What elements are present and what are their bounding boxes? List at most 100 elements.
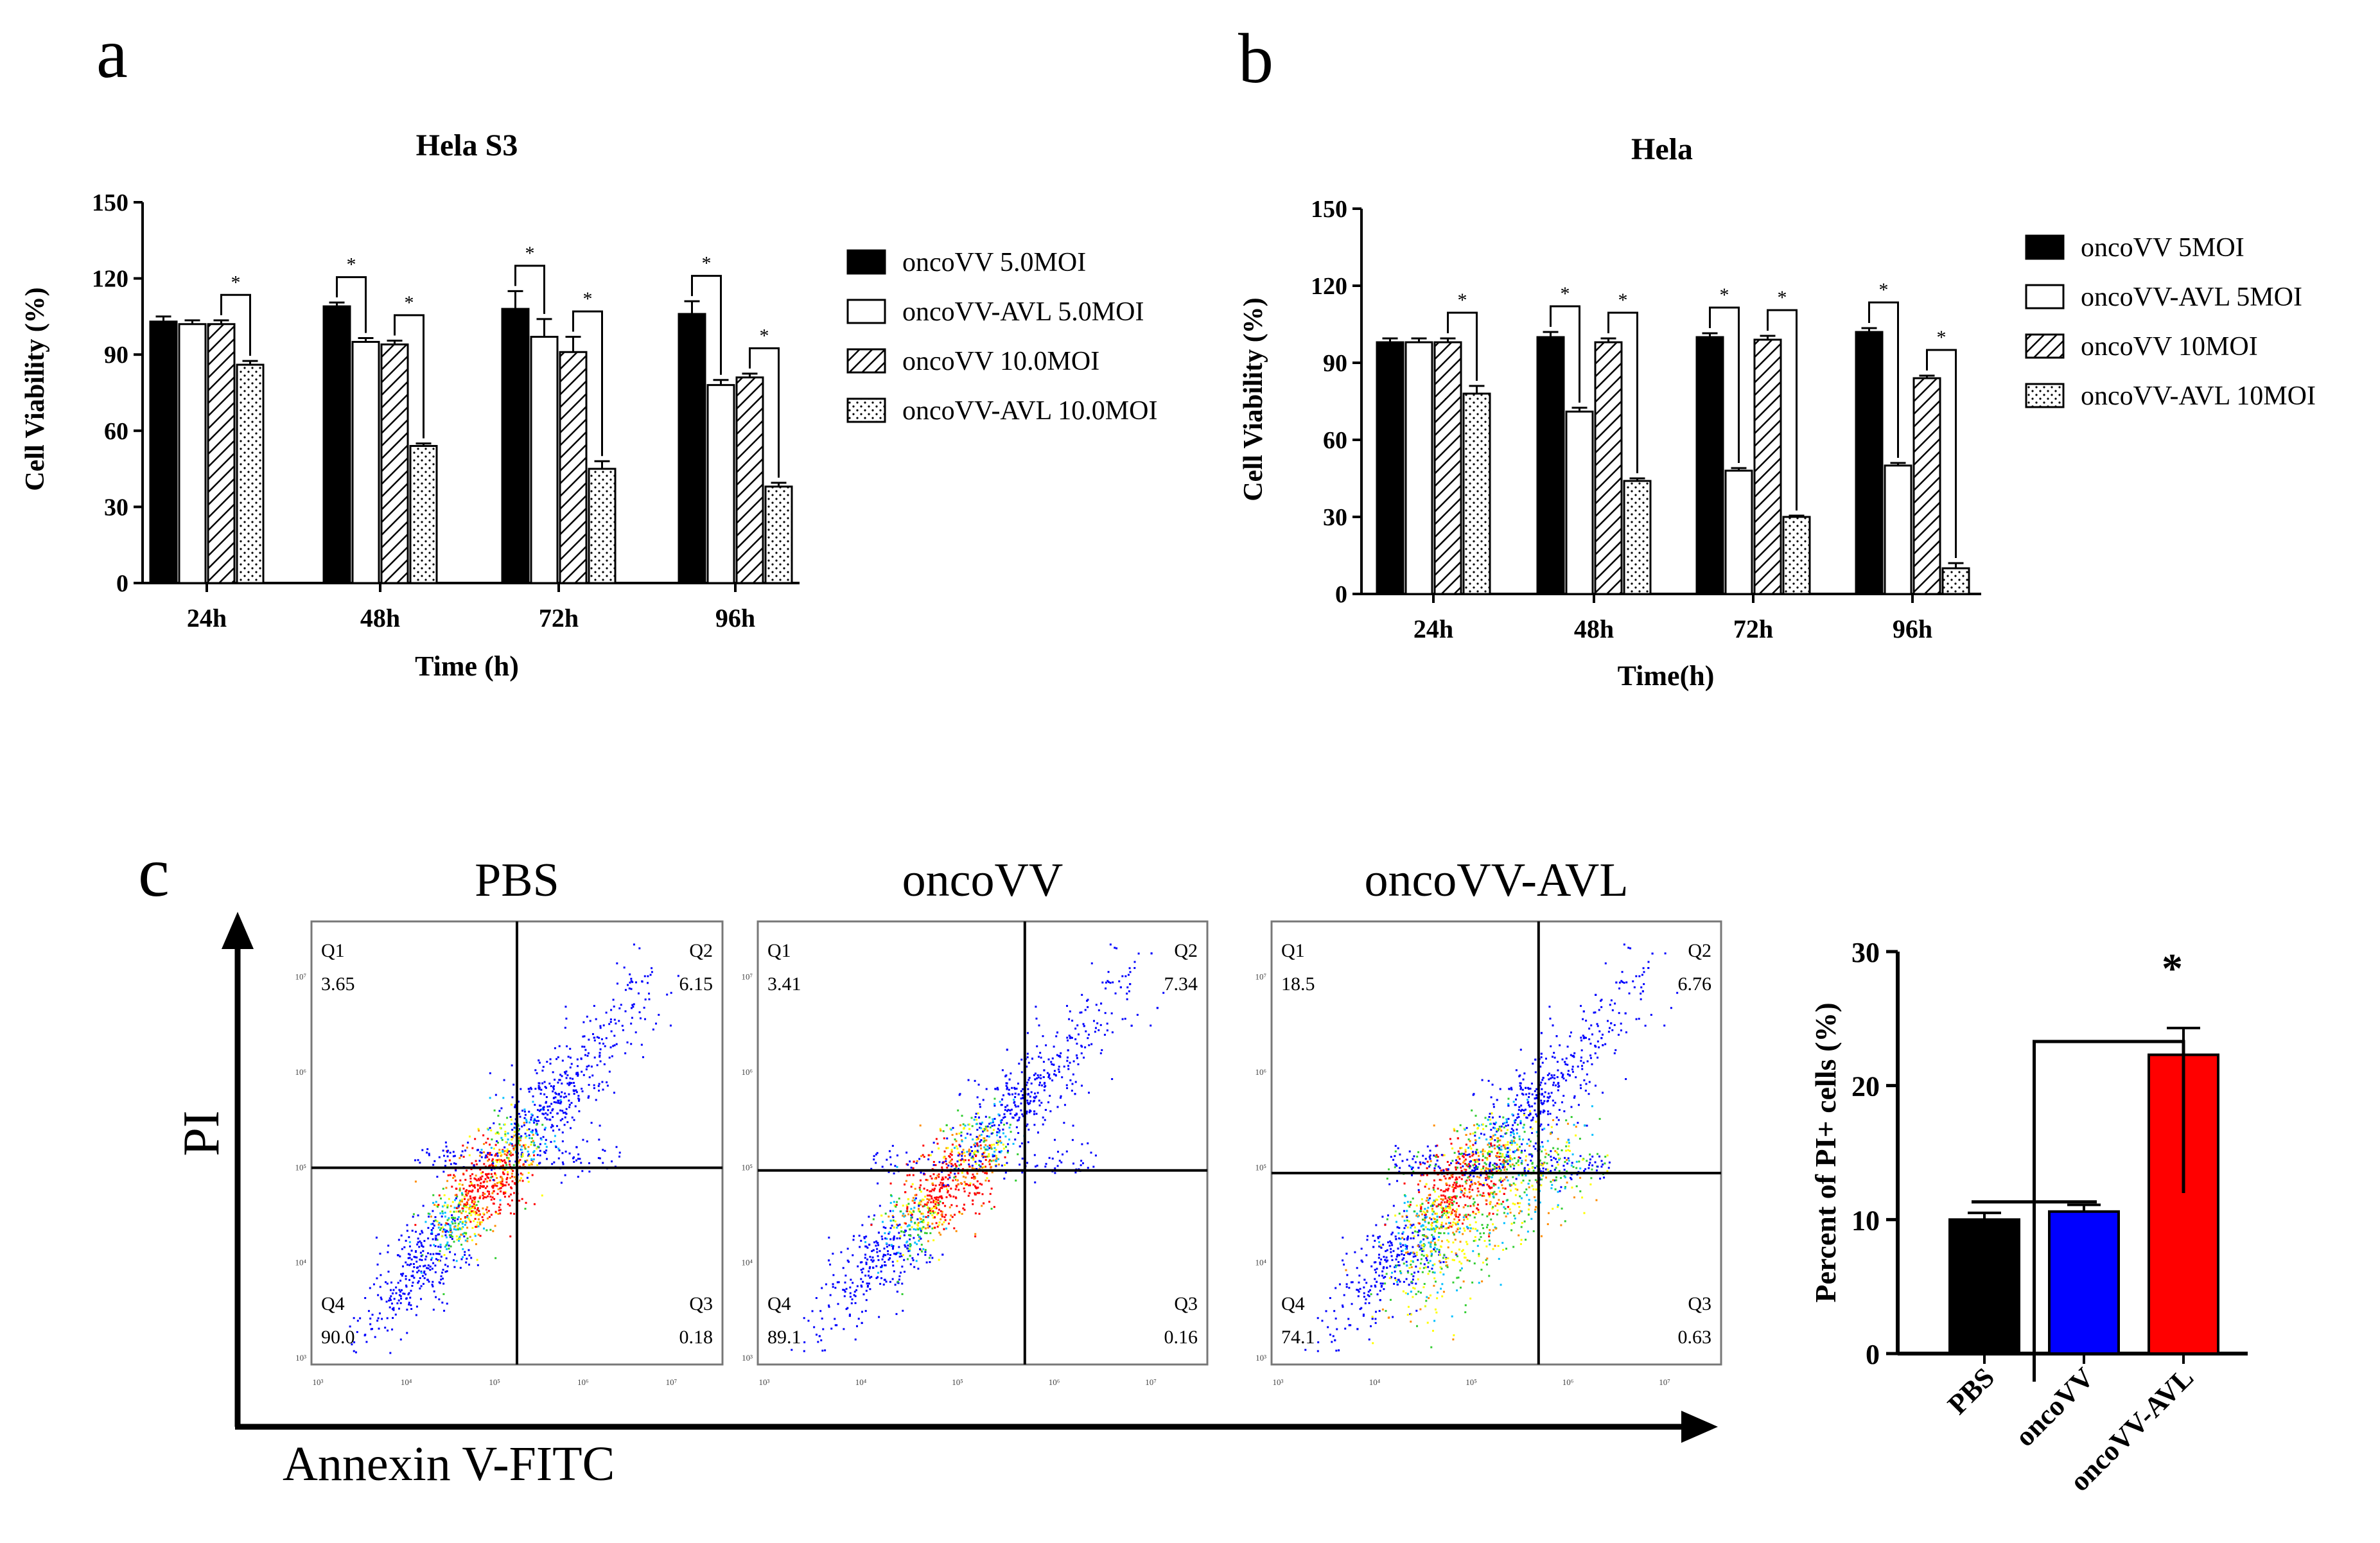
flow-dot <box>998 1151 1001 1153</box>
flow-dot <box>873 1241 876 1244</box>
flow-dot <box>1460 1169 1463 1172</box>
legend-swatch <box>846 249 886 275</box>
flow-dot <box>500 1190 502 1192</box>
flow-dot <box>1335 1349 1338 1352</box>
flow-dot <box>1570 1031 1572 1034</box>
flow-dot <box>983 1129 986 1132</box>
flow-dot <box>441 1271 444 1274</box>
flow-dot <box>1083 1025 1085 1027</box>
flow-dot <box>950 1204 953 1207</box>
flow-dot <box>919 1228 922 1230</box>
flow-dot <box>927 1201 929 1204</box>
flow-dot <box>955 1145 958 1147</box>
flow-dot <box>1519 1122 1522 1124</box>
flow-dot <box>913 1210 915 1213</box>
flow-dot <box>945 1124 948 1126</box>
flow-dot <box>1505 1160 1508 1163</box>
flow-dot <box>1528 1092 1530 1095</box>
flow-dot <box>492 1230 494 1232</box>
flow-dot <box>371 1313 374 1316</box>
flow-dot <box>1647 967 1650 970</box>
flow-dot <box>509 1212 512 1215</box>
flow-dot <box>420 1242 423 1244</box>
flow-dot <box>1396 1253 1399 1256</box>
flow-dot <box>597 1085 600 1087</box>
flow-dot <box>513 1135 516 1137</box>
flow-dot <box>1020 1058 1023 1061</box>
flow-dot <box>971 1150 974 1153</box>
flow-dot <box>929 1261 931 1264</box>
flow-dot <box>1394 1266 1396 1268</box>
flow-dot <box>1449 1222 1451 1225</box>
flow-dot <box>408 1236 410 1239</box>
flow-dot <box>512 1170 514 1173</box>
flow-dot <box>1508 1164 1510 1166</box>
flow-dot <box>1071 1090 1073 1092</box>
flow-dot <box>1028 1128 1030 1131</box>
flow-dot <box>909 1244 912 1246</box>
flow-dot <box>976 1187 978 1190</box>
flow-dot <box>1392 1205 1395 1207</box>
flow-dot <box>952 1179 954 1181</box>
flow-dot <box>969 1133 972 1136</box>
flow-dot <box>940 1187 942 1189</box>
flow-dot <box>469 1190 471 1192</box>
flow-dot <box>1396 1164 1398 1167</box>
flow-dot <box>1440 1154 1443 1156</box>
flow-dot <box>556 1058 558 1060</box>
flow-dot <box>631 1016 633 1019</box>
flow-dot <box>1542 1111 1544 1113</box>
flow-dot <box>488 1193 491 1196</box>
flow-dot <box>1424 1162 1426 1165</box>
flow-dot <box>529 1137 531 1140</box>
flow-dot <box>496 1155 499 1157</box>
flow-dot <box>1560 1224 1562 1226</box>
flow-dot <box>889 1280 891 1283</box>
flow-dot <box>471 1183 473 1186</box>
flow-dot <box>940 1129 942 1132</box>
flow-dot <box>412 1216 414 1218</box>
flow-dot <box>479 1176 482 1179</box>
flow-dot <box>1620 1029 1622 1032</box>
flow-dot <box>1505 1153 1508 1156</box>
flow-dot <box>628 987 631 989</box>
flow-dot <box>479 1195 482 1198</box>
flow-dot <box>1066 1059 1069 1062</box>
flow-dot <box>588 1162 590 1165</box>
flow-dot <box>624 1010 627 1013</box>
flow-dot <box>530 1144 532 1146</box>
flow-dot <box>941 1182 944 1185</box>
flow-dot <box>1512 1151 1514 1153</box>
flow-x-tick-label: 10⁷ <box>666 1377 678 1387</box>
significance-bracket <box>1550 305 1580 403</box>
flow-dot <box>1568 1145 1570 1147</box>
flow-dot <box>1618 987 1621 989</box>
flow-dot <box>1553 1179 1556 1181</box>
flow-dot <box>1076 1024 1079 1027</box>
flow-dot <box>1379 1299 1381 1302</box>
flow-dot <box>471 1147 474 1149</box>
flow-dot <box>1450 1225 1453 1228</box>
flow-dot <box>1502 1116 1505 1119</box>
flow-dot <box>449 1228 451 1230</box>
flow-dot <box>392 1289 395 1291</box>
flow-plot-title: oncoVV <box>902 854 1063 907</box>
flow-dot <box>1094 1031 1096 1033</box>
flow-dot <box>437 1226 440 1229</box>
flow-dot <box>599 1124 601 1127</box>
flow-dot <box>1006 1110 1009 1112</box>
flow-dot <box>1011 1086 1013 1089</box>
flow-dot <box>1434 1212 1437 1215</box>
flow-dot <box>1555 1158 1557 1160</box>
flow-dot <box>1524 1149 1527 1152</box>
flow-dot <box>1497 1129 1500 1132</box>
flow-dot <box>941 1253 944 1256</box>
flow-dot <box>1074 1038 1077 1041</box>
flow-dot <box>1531 1119 1534 1121</box>
flow-dot <box>1063 1104 1066 1106</box>
flow-dot <box>947 1147 949 1149</box>
flow-dot <box>928 1257 931 1259</box>
bar <box>1594 341 1623 595</box>
flow-dot <box>581 1088 583 1090</box>
flow-dot <box>446 1230 448 1232</box>
